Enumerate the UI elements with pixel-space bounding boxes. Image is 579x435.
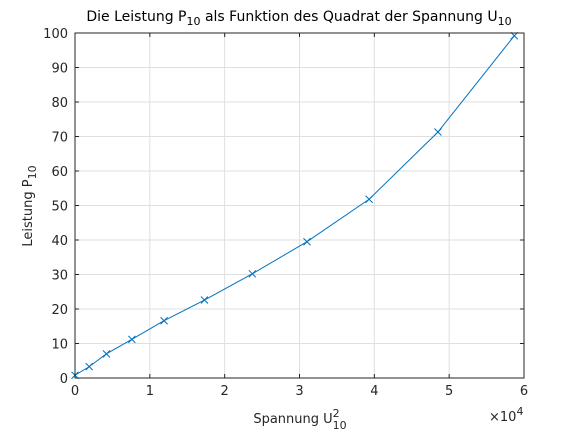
data-point-marker <box>365 195 373 204</box>
x-label-main: Spannung U <box>253 412 332 427</box>
y-tick-label: 20 <box>51 303 68 318</box>
title-mid: als Funktion des Quadrat der Spannung U <box>201 9 498 25</box>
x-tick-label: 2 <box>221 384 229 399</box>
x-axis-exponent: ×104 <box>489 405 523 425</box>
x-tick-label: 6 <box>520 384 528 399</box>
y-tick-label: 30 <box>51 269 68 284</box>
y-tick-label: 100 <box>43 27 68 42</box>
data-point-marker <box>434 128 442 136</box>
y-tick-label: 10 <box>51 338 68 353</box>
y-tick-label: 80 <box>51 96 68 111</box>
x-axis-label: Spannung U2 10 <box>253 407 346 432</box>
y-tick-label: 60 <box>51 165 68 180</box>
y-tick-label: 0 <box>60 372 68 387</box>
data-point-marker <box>303 237 311 246</box>
y-tick-label: 50 <box>51 200 68 215</box>
chart-title: Die Leistung P10 als Funktion des Quadra… <box>86 9 511 28</box>
x-tick-label: 4 <box>370 384 378 399</box>
x-exp-base: ×10 <box>489 410 516 425</box>
title-main: Die Leistung P <box>86 9 186 25</box>
data-point-marker <box>160 316 168 325</box>
y-axis-label: Leistung P10 <box>21 165 39 246</box>
x-tick-label: 3 <box>295 384 303 399</box>
y-label-main: Leistung P <box>21 179 36 246</box>
x-label-sub: 10 <box>333 419 347 432</box>
x-tick-label: 5 <box>445 384 453 399</box>
x-tick-label: 1 <box>146 384 154 399</box>
title-sub-2: 10 <box>498 15 512 28</box>
x-tick-label: 0 <box>71 384 79 399</box>
data-point-marker <box>248 269 257 278</box>
grid <box>74 32 525 379</box>
y-label-sub: 10 <box>26 165 39 179</box>
data-point-marker <box>85 362 94 371</box>
x-label-sup: 2 <box>333 407 340 420</box>
y-tick-label: 40 <box>51 234 68 249</box>
data-point-marker <box>102 349 111 358</box>
y-tick-label: 70 <box>51 131 68 146</box>
data-point-marker <box>128 335 136 344</box>
title-sub-1: 10 <box>187 15 201 28</box>
data-point-marker <box>200 296 209 304</box>
y-tick-label: 90 <box>51 62 68 77</box>
x-exp-power: 4 <box>516 405 523 418</box>
